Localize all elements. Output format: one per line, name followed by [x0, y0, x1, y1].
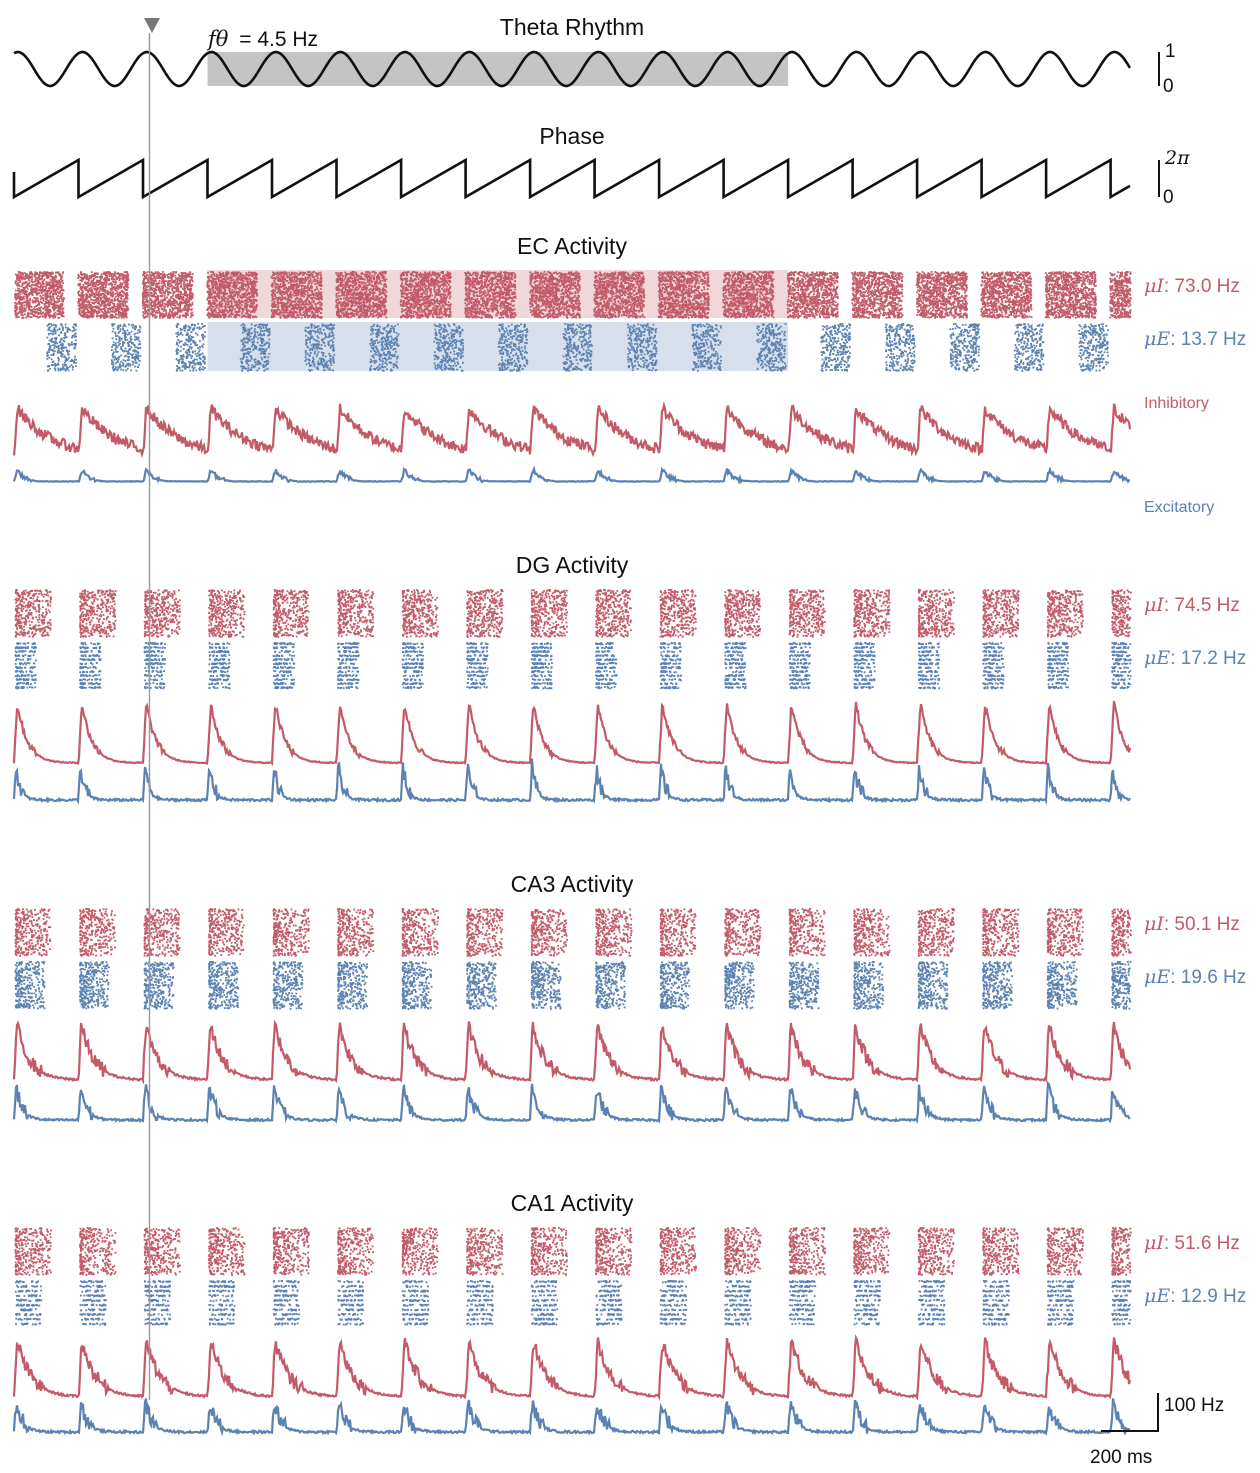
ca1-excitatory-rate-label: μE: 12.9 Hz	[1144, 1285, 1246, 1307]
phase-scale-bottom: 0	[1163, 187, 1174, 208]
ca1-excitatory-rate-value: : 12.9 Hz	[1170, 1286, 1246, 1307]
ca1-inhibitory-rate-value: : 51.6 Hz	[1164, 1233, 1240, 1254]
ec-inhibitory-raster	[14, 271, 1132, 319]
ca3-inhibitory-rate-symbol: μI	[1144, 913, 1164, 935]
ca1-inhibitory-rate-symbol: μI	[1144, 1232, 1164, 1254]
dg-inhibitory-rate-value: : 74.5 Hz	[1164, 595, 1240, 616]
dg-excitatory-raster	[14, 642, 1132, 690]
theta-frequency-symbol: fθ	[206, 27, 229, 51]
phase-title: Phase	[539, 123, 604, 149]
ca3-inhibitory-rate-line	[12, 1019, 1132, 1085]
phase-scale-top: 2π	[1164, 147, 1190, 169]
phase-line	[12, 157, 1131, 200]
ca3-excitatory-rate-value: : 19.6 Hz	[1170, 967, 1246, 988]
theta-scale-top: 1	[1165, 41, 1176, 62]
region-ec: EC Activity μI: 73.0 Hz μE: 13.7 Hz Inhi…	[12, 233, 1246, 516]
ec-excitatory-rate-value: : 13.7 Hz	[1170, 329, 1246, 350]
scale-bar: 100 Hz 200 ms	[1090, 1393, 1224, 1468]
dg-excitatory-rate-line	[12, 758, 1131, 805]
ca1-title: CA1 Activity	[511, 1190, 634, 1216]
ec-inhibitory-rate-label: μI: 73.0 Hz	[1144, 275, 1240, 297]
theta-line	[13, 50, 1132, 88]
theta-title: Theta Rhythm	[500, 14, 644, 40]
ec-title: EC Activity	[517, 233, 627, 259]
ca3-excitatory-rate-label: μE: 19.6 Hz	[1144, 966, 1246, 988]
ca1-excitatory-rate-line	[12, 1398, 1131, 1437]
ca3-title: CA3 Activity	[511, 871, 634, 897]
legend-excitatory: Excitatory	[1144, 499, 1214, 516]
phase-panel: Phase 2π 0	[12, 123, 1190, 208]
ec-excitatory-rate-line	[12, 465, 1131, 486]
region-ca1: CA1 Activity μI: 51.6 Hz μE: 12.9 Hz	[12, 1190, 1246, 1437]
ec-inhibitory-rate-line	[12, 401, 1132, 459]
ca1-excitatory-rate-symbol: μE	[1144, 1285, 1170, 1307]
ca1-inhibitory-rate-line	[12, 1334, 1132, 1401]
theta-frequency-label: fθ = 4.5 Hz	[206, 27, 318, 51]
ca3-inhibitory-rate-label: μI: 50.1 Hz	[1144, 913, 1240, 935]
ca1-inhibitory-raster	[14, 1227, 1132, 1276]
ec-excitatory-raster	[46, 323, 1109, 372]
rate-scale-label: 100 Hz	[1164, 1395, 1224, 1416]
dg-title: DG Activity	[516, 552, 629, 578]
ec-excitatory-rate-label: μE: 13.7 Hz	[1144, 328, 1246, 350]
ca3-inhibitory-raster	[14, 908, 1132, 957]
dg-inhibitory-rate-line	[12, 700, 1132, 766]
ca3-excitatory-raster	[14, 961, 1132, 1010]
ec-excitatory-rate-symbol: μE	[1144, 328, 1170, 350]
ca3-inhibitory-rate-value: : 50.1 Hz	[1164, 914, 1240, 935]
dg-excitatory-rate-symbol: μE	[1144, 647, 1170, 669]
ca3-excitatory-rate-symbol: μE	[1144, 966, 1170, 988]
dg-excitatory-rate-label: μE: 17.2 Hz	[1144, 647, 1246, 669]
time-scale-label: 200 ms	[1090, 1447, 1152, 1468]
dg-inhibitory-rate-label: μI: 74.5 Hz	[1144, 594, 1240, 616]
theta-frequency-value: = 4.5 Hz	[239, 28, 318, 51]
dg-inhibitory-rate-symbol: μI	[1144, 594, 1164, 616]
region-dg: DG Activity μI: 74.5 Hz μE: 17.2 Hz	[12, 552, 1246, 805]
theta-panel: Theta Rhythm fθ = 4.5 Hz 1 0	[13, 14, 1176, 97]
theta-highlight-band	[207, 52, 789, 86]
ec-inhibitory-rate-symbol: μI	[1144, 275, 1164, 297]
dg-excitatory-rate-value: : 17.2 Hz	[1170, 648, 1246, 669]
ca3-excitatory-rate-line	[12, 1080, 1131, 1124]
region-ca3: CA3 Activity μI: 50.1 Hz μE: 19.6 Hz	[12, 871, 1246, 1124]
theta-scale-bottom: 0	[1163, 76, 1174, 97]
dg-inhibitory-raster	[14, 589, 1132, 638]
legend-inhibitory: Inhibitory	[1144, 395, 1209, 412]
ca1-excitatory-raster	[14, 1280, 1132, 1326]
cursor-marker	[144, 18, 160, 33]
ca1-inhibitory-rate-label: μI: 51.6 Hz	[1144, 1232, 1240, 1254]
ec-inhibitory-rate-value: : 73.0 Hz	[1164, 276, 1240, 297]
